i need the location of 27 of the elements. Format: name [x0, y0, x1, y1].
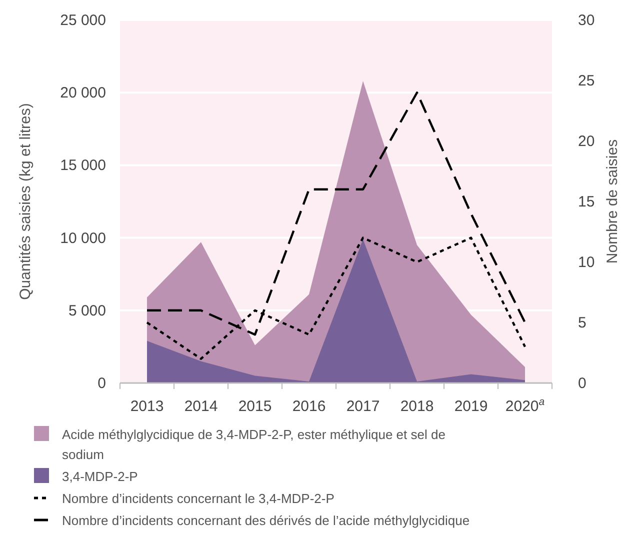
x-tick-label: 2020$^{a}$: [505, 396, 545, 415]
legend-label: Acide méthylglycidique de 3,4-MDP-2-P, ester méthylique et sel de sodium: [62, 427, 446, 462]
y2-tick-label: 30: [578, 12, 595, 29]
x-tick-label: 2019: [454, 398, 488, 415]
y-tick-label: 15 000: [60, 157, 106, 174]
y-axis-title: Quantités saisies (kg et litres): [17, 103, 34, 300]
x-tick-label: 2015: [238, 398, 272, 415]
y-tick-label: 10 000: [60, 230, 106, 247]
y-tick-label: 25 000: [60, 12, 106, 29]
x-tick-label: 2016: [292, 398, 326, 415]
x-tick-label: 2013: [130, 398, 164, 415]
x-tick-label: 2018: [400, 398, 434, 415]
y2-tick-label: 15: [578, 194, 595, 210]
y-tick-label: 0: [98, 375, 106, 392]
y2-tick-label: 25: [578, 72, 595, 90]
y-tick-label: 20 000: [60, 84, 106, 102]
y2-axis-title: Nombre de saisies: [604, 139, 621, 264]
legend-label: 3,4-MDP-2-P: [62, 469, 138, 484]
y2-tick-label: 5: [578, 314, 586, 332]
x-tick-label: 2014: [184, 398, 218, 415]
x-tick-label: 2017: [346, 398, 380, 415]
y2-tick-label: 20: [578, 133, 595, 150]
legend-label: Nombre d’incidents concernant le 3,4-MDP-2-P: [62, 491, 334, 506]
y2-tick-label: 10: [578, 254, 595, 271]
legend-label: Nombre d’incidents concernant des dérivés de l’acide méthylglycidique: [62, 513, 470, 528]
y-tick-label: 5 000: [68, 302, 106, 320]
y2-tick-label: 0: [578, 375, 586, 392]
